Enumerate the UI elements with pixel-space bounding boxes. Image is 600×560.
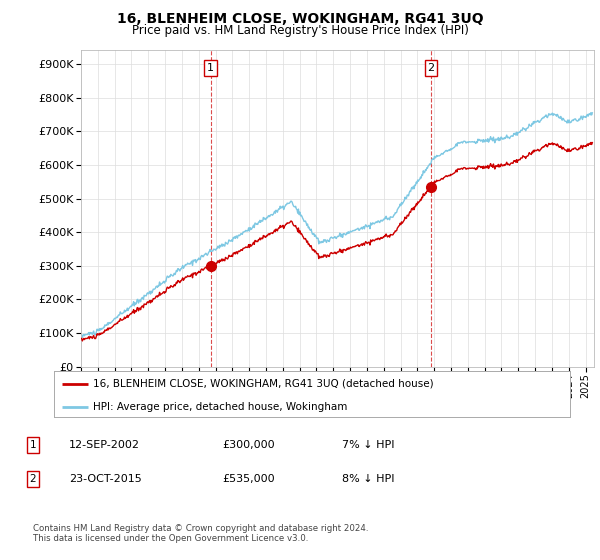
Text: 7% ↓ HPI: 7% ↓ HPI	[342, 440, 395, 450]
Text: 16, BLENHEIM CLOSE, WOKINGHAM, RG41 3UQ (detached house): 16, BLENHEIM CLOSE, WOKINGHAM, RG41 3UQ …	[92, 379, 433, 389]
Text: £300,000: £300,000	[222, 440, 275, 450]
Text: 23-OCT-2015: 23-OCT-2015	[69, 474, 142, 484]
Text: Contains HM Land Registry data © Crown copyright and database right 2024.
This d: Contains HM Land Registry data © Crown c…	[33, 524, 368, 543]
Text: 2: 2	[29, 474, 37, 484]
Text: 1: 1	[29, 440, 37, 450]
Text: £535,000: £535,000	[222, 474, 275, 484]
Text: 16, BLENHEIM CLOSE, WOKINGHAM, RG41 3UQ: 16, BLENHEIM CLOSE, WOKINGHAM, RG41 3UQ	[116, 12, 484, 26]
Text: 2: 2	[427, 63, 434, 73]
Text: 8% ↓ HPI: 8% ↓ HPI	[342, 474, 395, 484]
Text: HPI: Average price, detached house, Wokingham: HPI: Average price, detached house, Woki…	[92, 402, 347, 412]
Text: 1: 1	[207, 63, 214, 73]
Text: 12-SEP-2002: 12-SEP-2002	[69, 440, 140, 450]
Text: Price paid vs. HM Land Registry's House Price Index (HPI): Price paid vs. HM Land Registry's House …	[131, 24, 469, 36]
